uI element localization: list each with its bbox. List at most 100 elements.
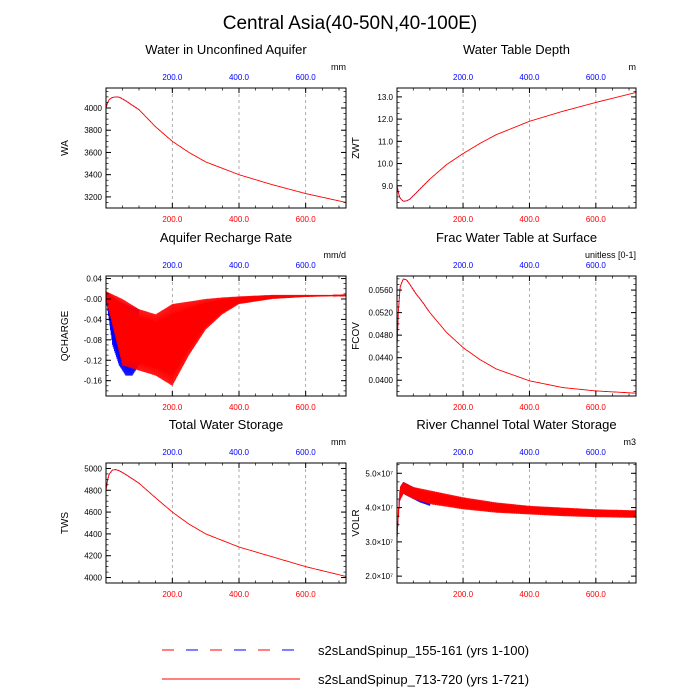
units-label: mm/d: [324, 250, 347, 260]
x-tick-label-bottom: 400.0: [229, 215, 250, 224]
units-label: mm: [331, 62, 346, 72]
y-tick-label: 0.0400: [369, 376, 394, 385]
panel-fcov: Frac Water Table at Surface unitless [0-1…: [351, 230, 637, 412]
y-axis-label: VOLR: [351, 509, 362, 536]
panel-qcharge: Aquifer Recharge Rate mm/d QCHARGE -0.16 -0.…: [60, 230, 347, 412]
x-tick-label-bottom: 400.0: [229, 590, 250, 599]
y-tick-label: 0.0520: [369, 309, 394, 318]
x-tick-label-top: 200.0: [453, 73, 474, 82]
y-tick-label: 11.0: [378, 137, 394, 146]
series-line: [105, 291, 347, 386]
y-tick-label: 5000: [84, 464, 102, 473]
series-red: [396, 91, 637, 202]
chart-panels: Water in Unconfined Aquifer mm WA 3200 3400 3…: [60, 42, 637, 599]
series-line: [396, 179, 430, 202]
x-tick-label-bottom: 200.0: [453, 215, 474, 224]
x-tick-label-top: 400.0: [229, 448, 250, 457]
x-tick-label-top: 600.0: [296, 261, 317, 270]
y-tick-label: 0.04: [86, 275, 102, 284]
series-line: [105, 469, 347, 577]
x-tick-label-bottom: 400.0: [519, 215, 540, 224]
series-blue: [396, 179, 430, 202]
y-tick-label: 10.0: [377, 160, 393, 169]
x-tick-label-top: 600.0: [296, 73, 317, 82]
series-red: [105, 96, 347, 203]
x-tick-label-top: 600.0: [296, 448, 317, 457]
y-tick-label: -0.04: [84, 315, 103, 324]
y-tick-label: 4400: [84, 530, 102, 539]
x-tick-label-bottom: 600.0: [586, 215, 607, 224]
plot-frame: [396, 87, 637, 209]
y-tick-label: 4000: [84, 574, 102, 583]
y-tick-label: 3.0×10⁷: [365, 538, 393, 547]
y-tick-label: 3400: [84, 171, 102, 180]
x-tick-label-top: 600.0: [586, 73, 607, 82]
y-axis-label: WA: [60, 140, 71, 156]
x-tick-label-bottom: 600.0: [296, 215, 317, 224]
legend: s2sLandSpinup_155-161 (yrs 1-100) s2sLand…: [162, 643, 529, 687]
series-red: [105, 291, 347, 386]
panel-title: Frac Water Table at Surface: [436, 230, 597, 245]
legend-item: s2sLandSpinup_155-161 (yrs 1-100): [162, 643, 529, 658]
y-tick-label: 12.0: [377, 115, 393, 124]
x-tick-label-top: 400.0: [229, 73, 250, 82]
y-tick-label: 4800: [84, 486, 102, 495]
panel-title: Aquifer Recharge Rate: [160, 230, 292, 245]
units-label: m3: [623, 437, 636, 447]
x-tick-label-bottom: 200.0: [162, 590, 183, 599]
series-red: [105, 469, 347, 577]
plot-frame: [105, 275, 347, 397]
x-tick-label-bottom: 600.0: [586, 590, 607, 599]
y-tick-label: -0.08: [84, 336, 103, 345]
y-axis-label: ZWT: [351, 137, 362, 159]
units-label: unitless [0-1]: [585, 250, 636, 260]
x-tick-label-top: 200.0: [162, 73, 183, 82]
x-tick-label-top: 400.0: [519, 73, 540, 82]
series-line: [396, 481, 637, 537]
legend-item: s2sLandSpinup_713-720 (yrs 1-721): [162, 672, 529, 687]
y-tick-label: 3600: [84, 148, 102, 157]
panel-volr: River Channel Total Water Storage m3 VOLR 2…: [351, 417, 637, 599]
y-tick-label: 5.0×10⁷: [365, 469, 393, 478]
plot-frame: [396, 275, 637, 397]
x-tick-label-top: 200.0: [453, 261, 474, 270]
x-tick-label-bottom: 400.0: [519, 590, 540, 599]
panel-title: Water Table Depth: [463, 42, 570, 57]
x-tick-label-top: 400.0: [519, 261, 540, 270]
units-label: mm: [331, 437, 346, 447]
x-tick-label-top: 200.0: [162, 261, 183, 270]
x-tick-label-bottom: 200.0: [453, 403, 474, 412]
x-tick-label-top: 200.0: [162, 448, 183, 457]
x-tick-label-bottom: 600.0: [586, 403, 607, 412]
plot-frame: [396, 462, 637, 584]
x-tick-label-bottom: 200.0: [453, 590, 474, 599]
y-tick-label: 0.0440: [369, 354, 394, 363]
y-tick-label: -0.12: [84, 356, 103, 365]
y-tick-label: 13.0: [377, 93, 393, 102]
y-tick-label: 9.0: [382, 182, 394, 191]
x-tick-label-bottom: 400.0: [519, 403, 540, 412]
x-tick-label-top: 600.0: [586, 261, 607, 270]
x-tick-label-top: 400.0: [229, 261, 250, 270]
y-tick-label: 0.0480: [369, 331, 394, 340]
y-tick-label: 4.0×10⁷: [365, 504, 393, 513]
y-tick-label: 2.0×10⁷: [365, 572, 393, 581]
plot-frame: [105, 462, 347, 584]
panel-zwt: Water Table Depth m ZWT 9.0 10.0 11.0 12.0 13.0…: [351, 42, 637, 224]
x-tick-label-top: 200.0: [453, 448, 474, 457]
y-tick-label: 0.0560: [369, 286, 394, 295]
series-line: [105, 96, 347, 203]
page-title: Central Asia(40-50N,40-100E): [223, 13, 478, 34]
x-tick-label-bottom: 200.0: [162, 215, 183, 224]
legend-label: s2sLandSpinup_155-161 (yrs 1-100): [318, 643, 529, 658]
x-tick-label-bottom: 400.0: [229, 403, 250, 412]
series-line: [396, 278, 637, 394]
panel-title: Total Water Storage: [169, 417, 283, 432]
y-tick-label: 3200: [84, 193, 102, 202]
panel-title: River Channel Total Water Storage: [416, 417, 616, 432]
x-tick-label-bottom: 600.0: [296, 590, 317, 599]
y-tick-label: 4600: [84, 508, 102, 517]
series-line: [396, 91, 637, 202]
y-tick-label: -0.16: [84, 377, 103, 386]
